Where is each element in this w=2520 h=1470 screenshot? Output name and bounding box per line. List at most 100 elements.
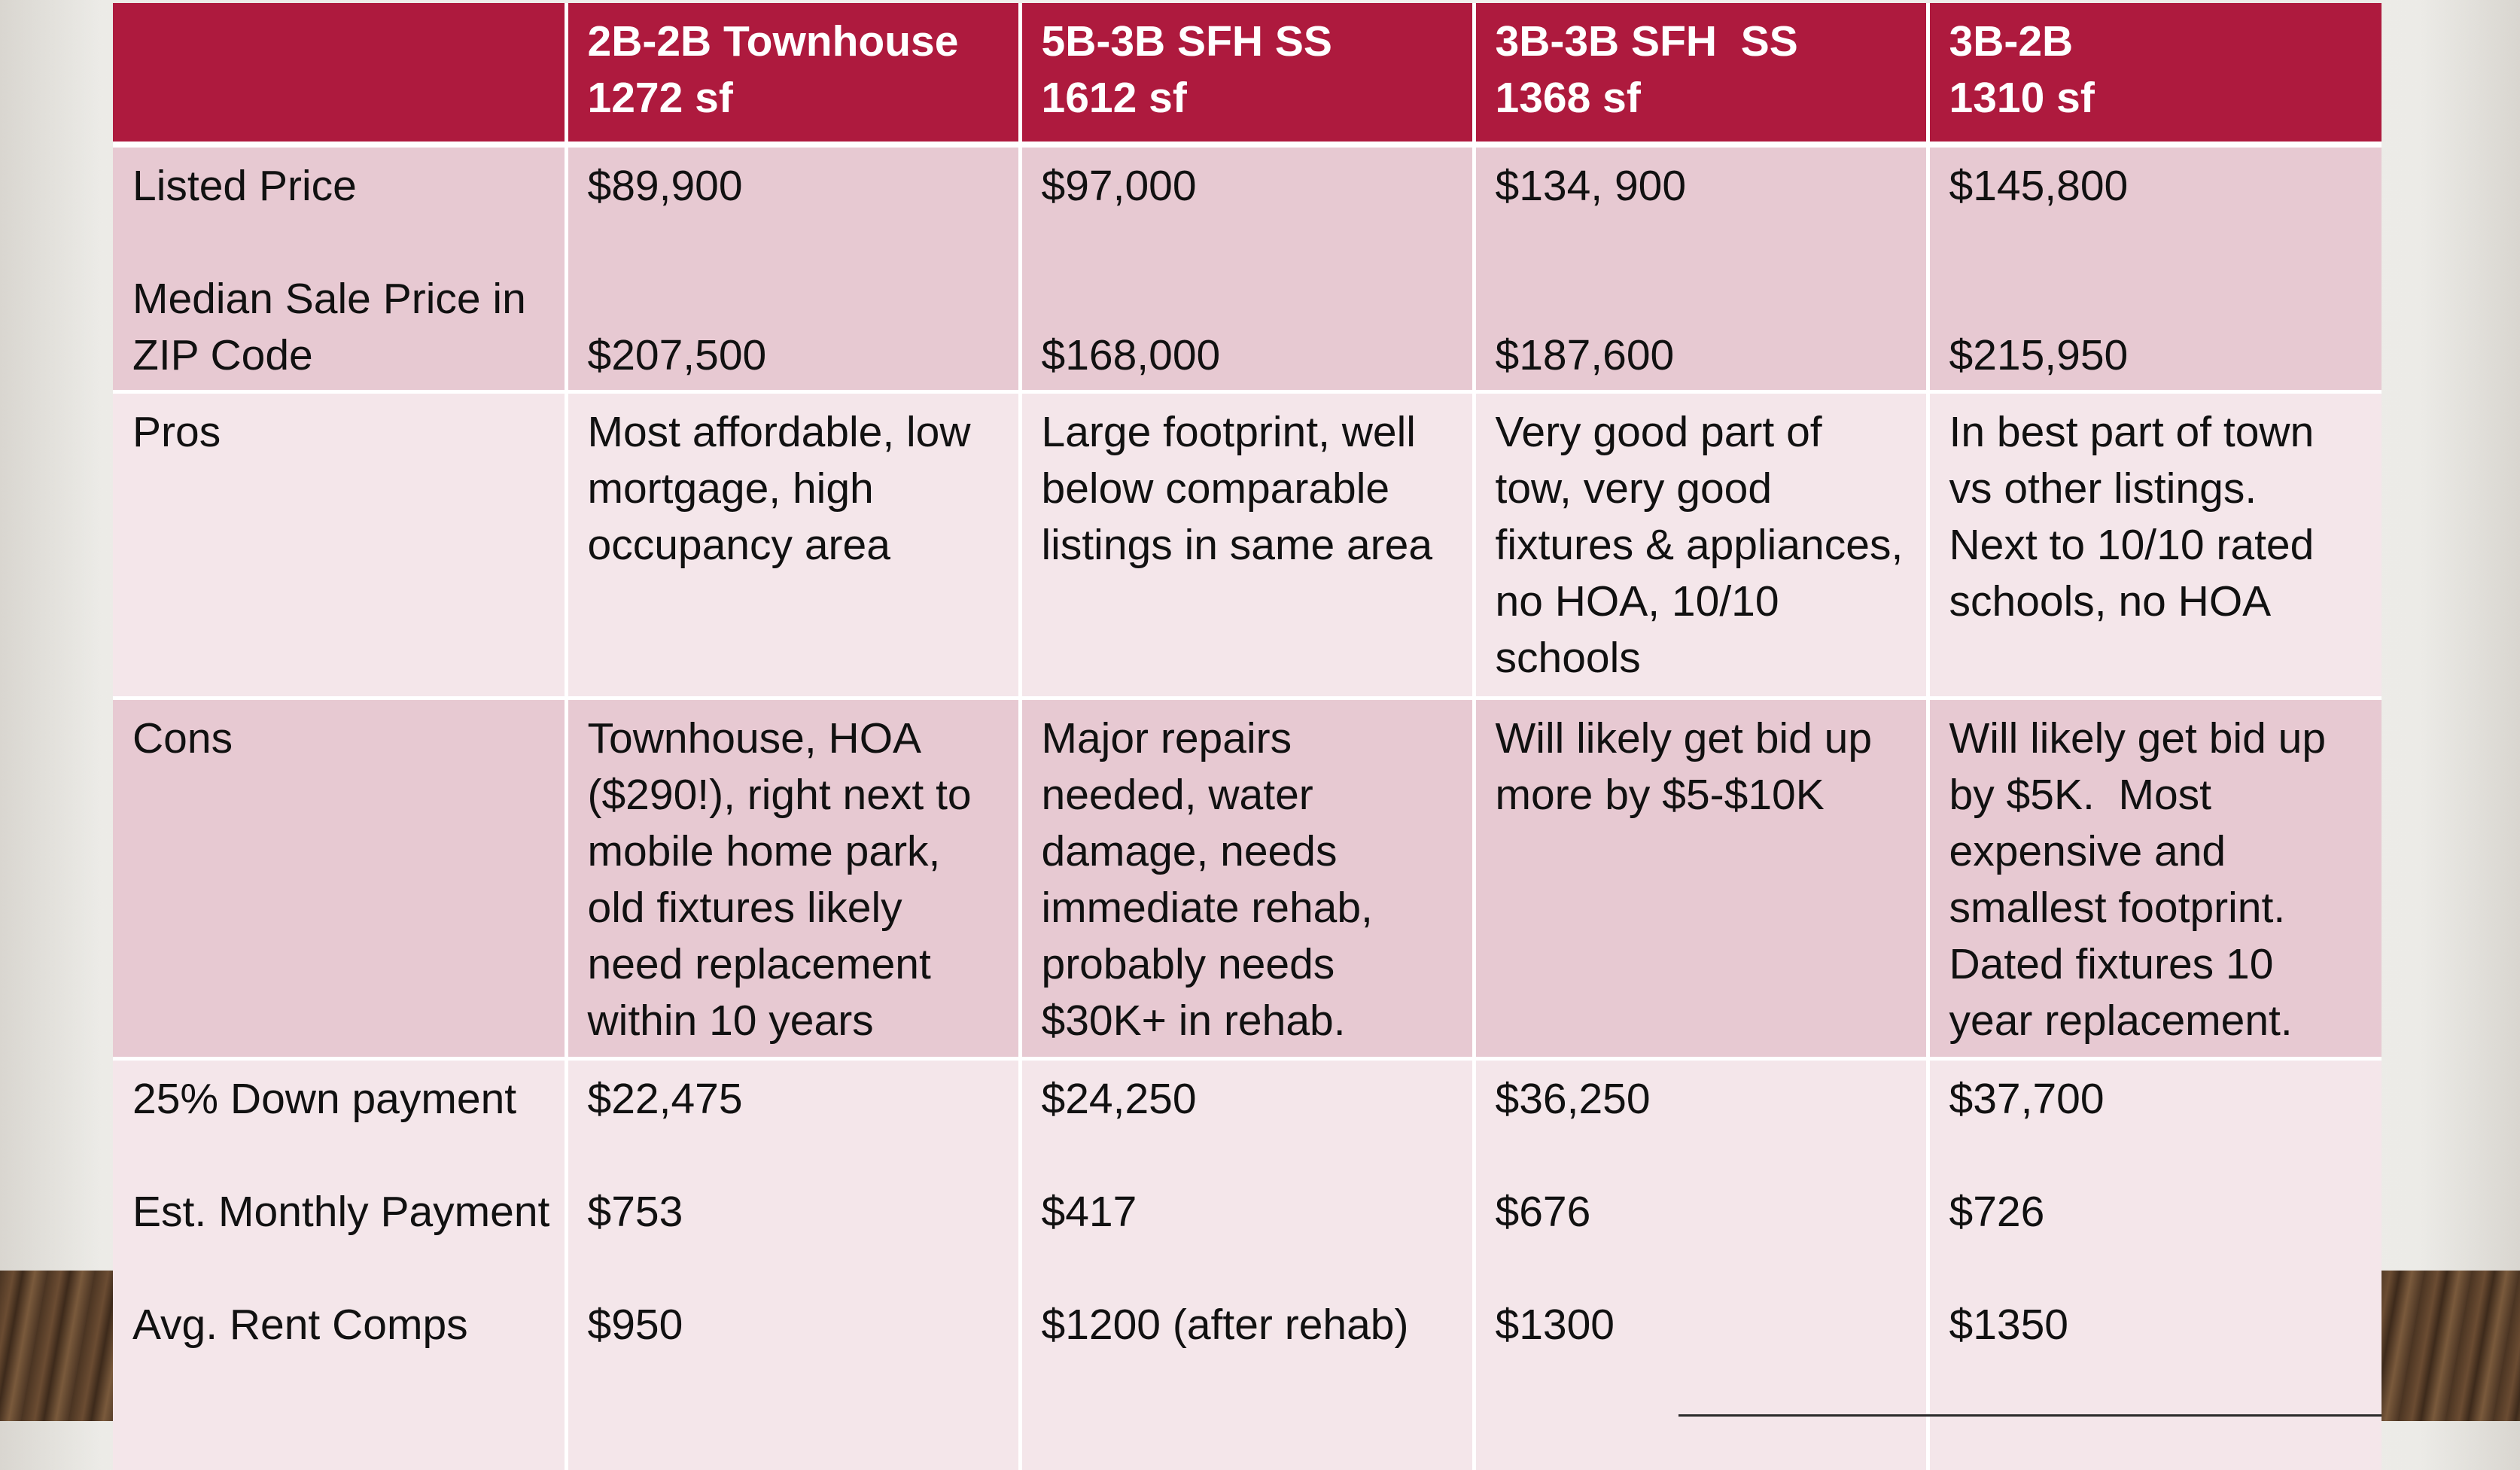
down-payment-value: $37,700 [1949,1071,2363,1128]
row-label-financials: 25% Down payment Est. Monthly Payment Av… [113,1059,566,1470]
table-row-cons: Cons Townhouse, HOA ($290!), right next … [113,698,2382,1059]
label-median-sale-price-line2: ZIP Code [132,327,545,384]
label-pros: Pros [132,404,545,461]
rent-comps-value: $950 [588,1297,999,1353]
cons-text-line: within 10 years [588,993,999,1049]
cell-prices-property-1: $89,900 $207,500 [566,145,1020,392]
header-blank-cell [113,3,566,145]
cons-text-line: Major repairs [1042,711,1453,767]
label-median-sale-price-line1: Median Sale Price in [132,271,545,327]
cons-text-line: Will likely get bid up [1496,711,1907,767]
cons-text-line: needed, water [1042,767,1453,823]
pros-text-line: mortgage, high [588,461,999,517]
pros-text-line: listings in same area [1042,517,1453,574]
slide-bottom-edge [1678,1414,2382,1417]
cons-text-line: $30K+ in rehab. [1042,993,1453,1049]
table-header-row: 2B-2B Townhouse 1272 sf 5B-3B SFH SS 161… [113,3,2382,145]
rent-comps-value: $1350 [1949,1297,2363,1353]
pros-text-line: tow, very good [1496,461,1907,517]
cell-financials-property-4: $37,700 $726 $1350 [1928,1059,2382,1470]
cell-pros-property-1: Most affordable, low mortgage, high occu… [566,392,1020,698]
pros-text-line: Next to 10/10 rated [1949,517,2363,574]
monthly-payment-value: $753 [588,1184,999,1240]
listed-price-value: $89,900 [588,158,999,215]
cons-text-line: ($290!), right next to [588,767,999,823]
cons-text-line: old fixtures likely [588,880,999,936]
cell-cons-property-1: Townhouse, HOA ($290!), right next to mo… [566,698,1020,1059]
table-row-prices: Listed Price Median Sale Price in ZIP Co… [113,145,2382,392]
label-down-payment: 25% Down payment [132,1071,545,1128]
median-price-value: $168,000 [1042,327,1453,384]
header-property-3-type: 3B-3B SFH SS [1496,14,1907,70]
cons-text-line: smallest footprint. [1949,880,2363,936]
cons-text-line: Dated fixtures 10 [1949,936,2363,993]
pros-text-line: vs other listings. [1949,461,2363,517]
header-property-1-type: 2B-2B Townhouse [588,14,999,70]
header-property-1: 2B-2B Townhouse 1272 sf [566,3,1020,145]
cons-text-line: more by $5-$10K [1496,767,1907,823]
monthly-payment-value: $726 [1949,1184,2363,1240]
pros-text-line: Large footprint, well [1042,404,1453,461]
row-label-pros: Pros [113,392,566,698]
cell-pros-property-2: Large footprint, well below comparable l… [1020,392,1474,698]
label-cons: Cons [132,711,545,767]
cell-prices-property-4: $145,800 $215,950 [1928,145,2382,392]
cell-cons-property-4: Will likely get bid up by $5K. Most expe… [1928,698,2382,1059]
pros-text-line: schools, no HOA [1949,574,2363,630]
header-property-2: 5B-3B SFH SS 1612 sf [1020,3,1474,145]
header-property-3-size: 1368 sf [1496,70,1907,126]
pros-text-line: Most affordable, low [588,404,999,461]
listed-price-value: $134, 900 [1496,158,1907,215]
cons-text-line: damage, needs [1042,823,1453,880]
down-payment-value: $22,475 [588,1071,999,1128]
cons-text-line: immediate rehab, [1042,880,1453,936]
pros-text-line: Very good part of [1496,404,1907,461]
label-rent-comps: Avg. Rent Comps [132,1297,545,1353]
cell-financials-property-3: $36,250 $676 $1300 [1474,1059,1928,1470]
pros-text-line: fixtures & appliances, [1496,517,1907,574]
cons-text-line: Townhouse, HOA [588,711,999,767]
down-payment-value: $24,250 [1042,1071,1453,1128]
cell-prices-property-2: $97,000 $168,000 [1020,145,1474,392]
property-comparison-table: 2B-2B Townhouse 1272 sf 5B-3B SFH SS 161… [113,3,2382,1470]
cell-financials-property-2: $24,250 $417 $1200 (after rehab) [1020,1059,1474,1470]
header-property-4: 3B-2B 1310 sf [1928,3,2382,145]
header-property-3: 3B-3B SFH SS 1368 sf [1474,3,1928,145]
listed-price-value: $97,000 [1042,158,1453,215]
pros-text-line: In best part of town [1949,404,2363,461]
cell-prices-property-3: $134, 900 $187,600 [1474,145,1928,392]
cell-financials-property-1: $22,475 $753 $950 [566,1059,1020,1470]
monthly-payment-value: $417 [1042,1184,1453,1240]
header-property-4-size: 1310 sf [1949,70,2363,126]
median-price-value: $215,950 [1949,327,2363,384]
pros-text-line: below comparable [1042,461,1453,517]
cons-text-line: year replacement. [1949,993,2363,1049]
table-row-financials: 25% Down payment Est. Monthly Payment Av… [113,1059,2382,1470]
header-property-4-type: 3B-2B [1949,14,2363,70]
floor-right [2377,1271,2520,1421]
cell-cons-property-3: Will likely get bid up more by $5-$10K [1474,698,1928,1059]
down-payment-value: $36,250 [1496,1071,1907,1128]
label-listed-price: Listed Price [132,158,545,215]
row-label-cons: Cons [113,698,566,1059]
cell-pros-property-4: In best part of town vs other listings. … [1928,392,2382,698]
row-label-prices: Listed Price Median Sale Price in ZIP Co… [113,145,566,392]
median-price-value: $207,500 [588,327,999,384]
cons-text-line: by $5K. Most [1949,767,2363,823]
table-row-pros: Pros Most affordable, low mortgage, high… [113,392,2382,698]
listed-price-value: $145,800 [1949,158,2363,215]
pros-text-line: schools [1496,630,1907,686]
median-price-value: $187,600 [1496,327,1907,384]
cell-cons-property-2: Major repairs needed, water damage, need… [1020,698,1474,1059]
cons-text-line: need replacement [588,936,999,993]
comparison-table-wrapper: 2B-2B Townhouse 1272 sf 5B-3B SFH SS 161… [113,3,2382,1421]
cell-pros-property-3: Very good part of tow, very good fixture… [1474,392,1928,698]
header-property-1-size: 1272 sf [588,70,999,126]
header-property-2-size: 1612 sf [1042,70,1453,126]
floor-left [0,1271,120,1421]
rent-comps-value: $1200 (after rehab) [1042,1297,1453,1353]
cons-text-line: expensive and [1949,823,2363,880]
cons-text-line: mobile home park, [588,823,999,880]
pros-text-line: occupancy area [588,517,999,574]
cons-text-line: probably needs [1042,936,1453,993]
